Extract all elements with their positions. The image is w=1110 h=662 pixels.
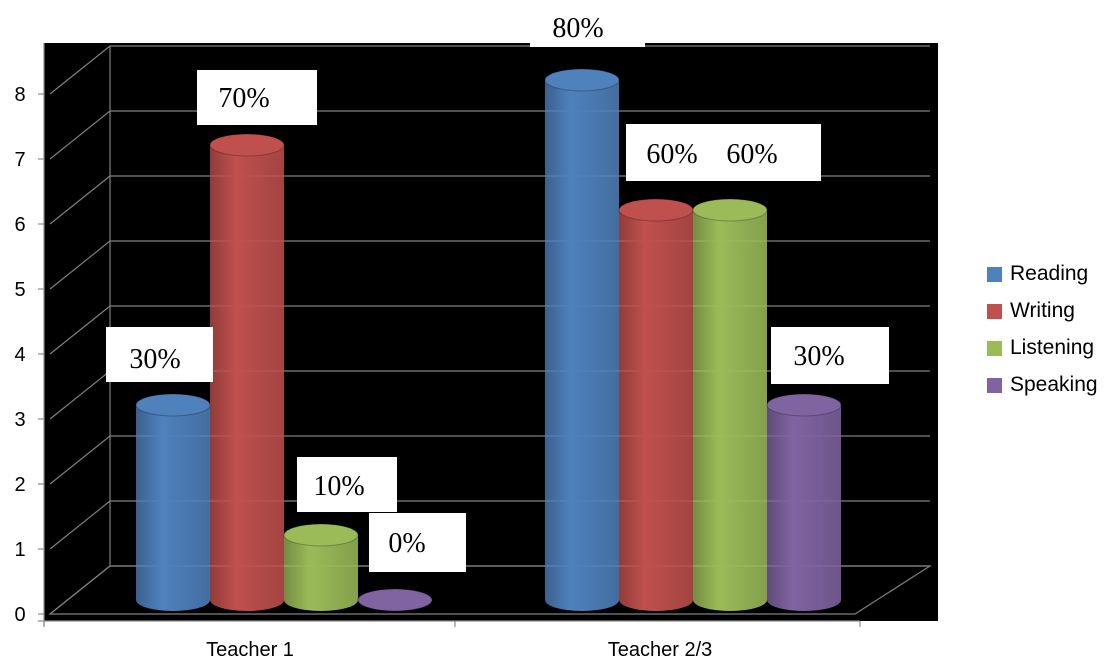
bar-teacher-1-writing — [209, 133, 285, 611]
gridline-side — [49, 45, 111, 95]
bar-top — [209, 133, 285, 157]
data-label-teacher-1-writing: 70% — [218, 83, 269, 114]
bar-top — [283, 523, 359, 547]
y-tick-labels: 0 1 2 3 4 5 6 7 8 — [14, 84, 25, 626]
y-tick-label: 5 — [14, 279, 25, 301]
legend-label: Reading — [1010, 262, 1089, 285]
data-label-teacher-2-3-listening: 60% — [726, 139, 777, 170]
bars — [135, 68, 842, 612]
data-label-teacher-2-3-reading: 80% — [552, 13, 603, 44]
data-label-teacher-1-reading: 30% — [129, 344, 180, 375]
gridline-side — [49, 175, 111, 225]
bar-teacher-1-reading — [135, 393, 211, 611]
data-label-box — [106, 327, 213, 382]
bar-top — [357, 588, 433, 612]
bar-teacher-2-3-speaking — [766, 393, 842, 611]
data-label-box — [771, 327, 889, 384]
bar-body — [210, 145, 284, 611]
bar-teacher-1-listening — [283, 523, 359, 611]
bar-top — [766, 393, 842, 417]
y-tick-label: 6 — [14, 214, 25, 236]
y-tick-label: 0 — [14, 604, 25, 626]
axes — [38, 43, 861, 627]
gridline-side — [49, 305, 111, 355]
bar-body — [767, 405, 841, 611]
category-labels: Teacher 1 Teacher 2/3 — [206, 639, 712, 661]
bar-top — [135, 393, 211, 417]
category-label: Teacher 1 — [206, 639, 294, 661]
legend-swatch — [987, 340, 1002, 356]
legend-label: Listening — [1010, 336, 1095, 359]
data-labels: 30% 70% 10% 0% 80% 60% 60% 30% — [106, 0, 889, 572]
bar-body — [545, 80, 619, 611]
y-tick-label: 3 — [14, 409, 25, 431]
y-tick-label: 8 — [14, 84, 25, 106]
floor — [48, 565, 933, 615]
data-label-teacher-1-listening: 10% — [313, 471, 364, 502]
bar-teacher-2-3-writing — [618, 198, 694, 611]
bar-body — [619, 210, 693, 611]
bar-teacher-2-3-listening — [692, 198, 768, 611]
category-label: Teacher 2/3 — [608, 639, 713, 661]
data-label-box — [626, 124, 821, 181]
legend-item-reading: Reading — [987, 262, 1098, 286]
data-label-box — [297, 457, 397, 512]
legend-item-speaking: Speaking — [987, 373, 1098, 397]
legend-item-listening: Listening — [987, 336, 1098, 360]
data-label-box — [197, 70, 317, 125]
y-tick-label: 4 — [14, 344, 25, 366]
gridline-side — [49, 435, 111, 485]
gridline-side — [49, 500, 111, 550]
bar-top — [544, 68, 620, 92]
gridline-side — [49, 240, 111, 290]
legend-swatch — [987, 303, 1002, 319]
bar-teacher-1-speaking — [357, 588, 433, 612]
legend: Reading Writing Listening Speaking — [987, 262, 1098, 410]
gridline-side — [49, 110, 111, 160]
data-label-teacher-2-3-speaking: 30% — [793, 341, 844, 372]
data-label-box — [530, 0, 645, 47]
bar-body — [693, 210, 767, 611]
legend-swatch — [987, 266, 1002, 282]
bar-teacher-2-3-reading — [544, 68, 620, 611]
data-label-teacher-1-speaking: 0% — [388, 528, 425, 559]
data-label-box — [369, 513, 466, 572]
y-tick-label: 1 — [14, 539, 25, 561]
legend-label: Writing — [1010, 299, 1075, 322]
bar-top — [618, 198, 694, 222]
data-label-teacher-2-3-writing: 60% — [646, 139, 697, 170]
bar-top — [692, 198, 768, 222]
legend-label: Speaking — [1010, 373, 1098, 396]
gridline-side — [49, 370, 111, 420]
y-tick-label: 2 — [14, 474, 25, 496]
bar-body — [284, 535, 358, 611]
y-tick-label: 7 — [14, 149, 25, 171]
legend-item-writing: Writing — [987, 299, 1098, 323]
legend-swatch — [987, 377, 1002, 393]
bar-body — [136, 405, 210, 611]
